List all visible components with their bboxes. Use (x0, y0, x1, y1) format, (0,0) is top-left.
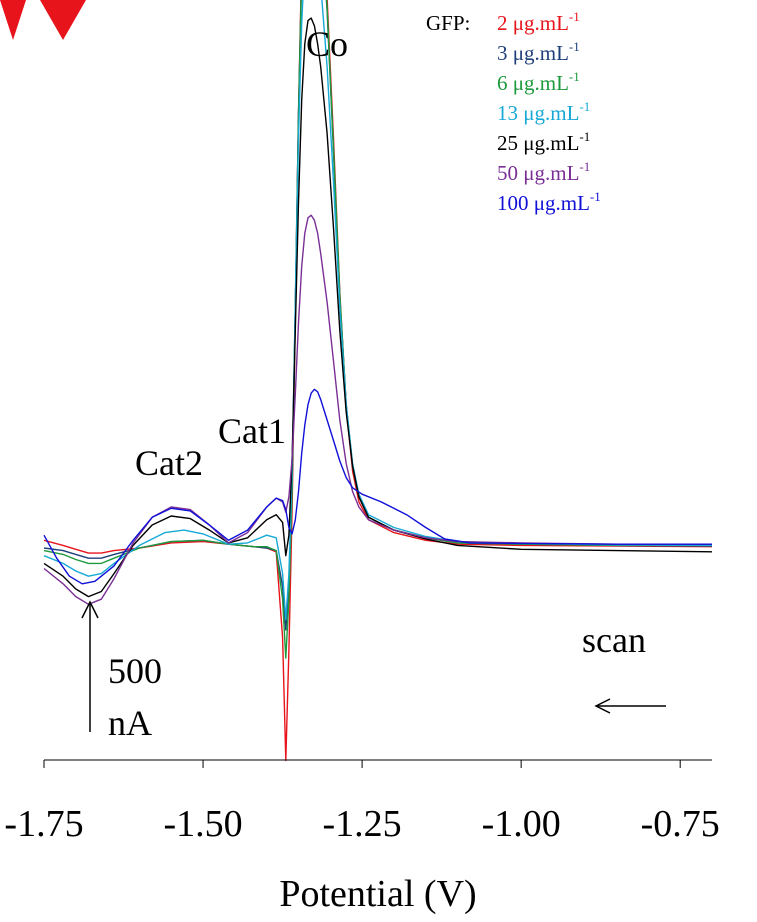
annotation-cat1: Cat1 (218, 411, 286, 451)
annotation-cat2: Cat2 (135, 443, 203, 483)
x-tick-group: -1.75 -1.50 -1.25 -1.00 -0.75 (4, 760, 720, 845)
series-line-4 (43, 0, 713, 621)
series-line-2 (43, 0, 713, 631)
legend-entry-7: 100 μg.mL-1 (497, 189, 601, 215)
x-tick-label: -1.50 (163, 803, 242, 845)
logo-mark (0, 0, 86, 40)
scan-arrow-icon (594, 698, 666, 714)
scale-bar-unit: nA (108, 703, 152, 743)
series-line-7 (43, 388, 712, 585)
legend-entry-4: 13 μg.mL-1 (497, 99, 590, 125)
legend-entry-1: 2 μg.mL-1 (497, 9, 580, 35)
scale-bar (81, 600, 99, 732)
scale-bar-value: 500 (108, 651, 162, 691)
annotation-co: Co (306, 24, 348, 64)
legend-entry-5: 25 μg.mL-1 (497, 129, 590, 155)
series-line-5 (43, 17, 713, 598)
legend-entry-2: 3 μg.mL-1 (497, 39, 580, 65)
x-tick-label: -1.25 (323, 803, 402, 845)
scan-label: scan (582, 620, 646, 660)
x-tick-label: -1.75 (4, 803, 83, 845)
legend: GFP: 2 μg.mL-1 3 μg.mL-1 6 μg.mL-1 13 μg.mL… (426, 9, 601, 215)
series-line-3 (43, 0, 712, 659)
x-tick-label: -0.75 (641, 803, 720, 845)
legend-entry-3: 6 μg.mL-1 (497, 69, 580, 95)
legend-prefix: GFP: (426, 11, 470, 35)
x-axis-label: Potential (V) (279, 873, 476, 915)
series-group (43, 0, 713, 762)
x-tick-label: -1.00 (482, 803, 561, 845)
legend-entry-6: 50 μg.mL-1 (497, 159, 590, 185)
